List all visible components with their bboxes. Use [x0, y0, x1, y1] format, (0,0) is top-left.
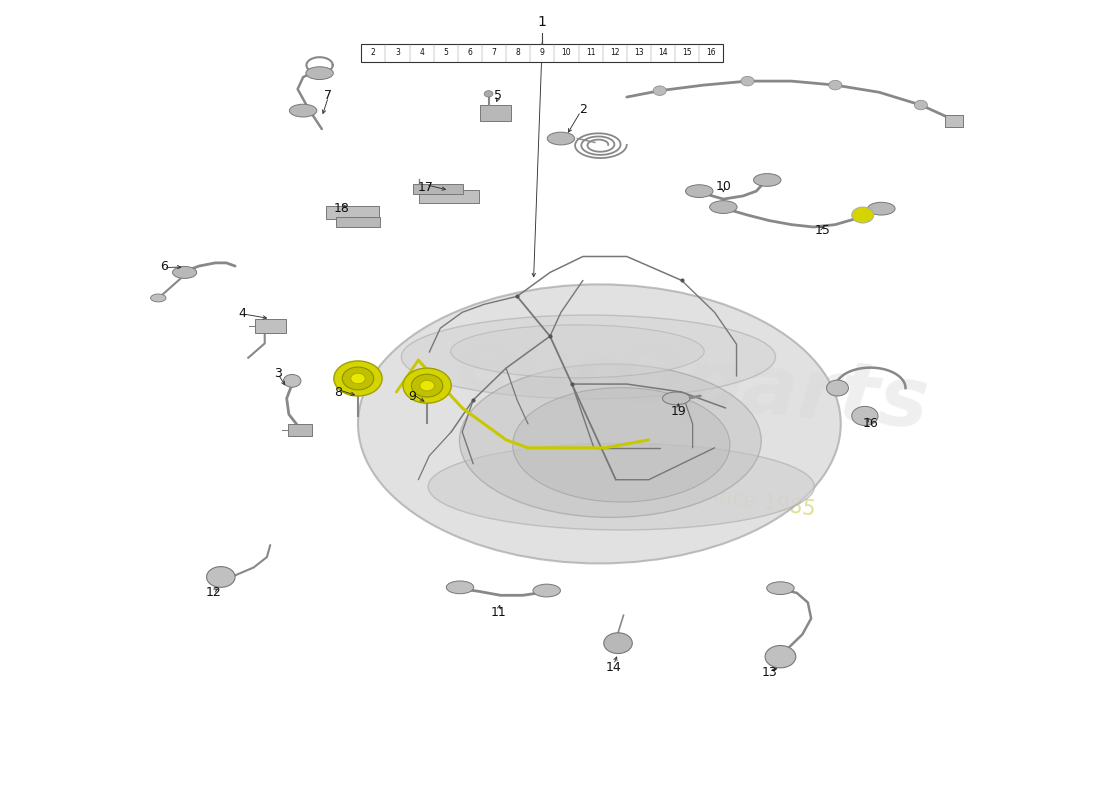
Text: eurOparts: eurOparts — [453, 323, 933, 445]
Text: 15: 15 — [814, 224, 830, 237]
Ellipse shape — [173, 266, 197, 278]
Circle shape — [851, 406, 878, 426]
Ellipse shape — [428, 443, 814, 530]
Text: 17: 17 — [418, 181, 434, 194]
Circle shape — [411, 374, 443, 397]
Circle shape — [403, 368, 451, 403]
Text: 10: 10 — [562, 48, 571, 58]
Text: 3: 3 — [274, 367, 282, 380]
Circle shape — [828, 80, 842, 90]
Ellipse shape — [358, 285, 840, 563]
Bar — [288, 424, 312, 436]
Ellipse shape — [685, 185, 713, 198]
Text: 18: 18 — [333, 202, 350, 215]
Text: 9: 9 — [540, 48, 544, 58]
Text: 13: 13 — [634, 48, 643, 58]
Ellipse shape — [710, 201, 737, 214]
Bar — [327, 206, 378, 219]
Text: 13: 13 — [761, 666, 778, 679]
Text: a passion for parts since 1985: a passion for parts since 1985 — [503, 456, 817, 519]
Circle shape — [333, 361, 382, 396]
Text: 4: 4 — [239, 307, 246, 321]
Ellipse shape — [289, 104, 317, 117]
Circle shape — [826, 380, 848, 396]
Ellipse shape — [306, 66, 333, 79]
Text: 11: 11 — [586, 48, 595, 58]
Ellipse shape — [513, 388, 730, 502]
Bar — [336, 218, 380, 227]
Text: 6: 6 — [160, 259, 167, 273]
Ellipse shape — [460, 364, 761, 518]
Circle shape — [766, 646, 795, 668]
Text: 19: 19 — [671, 406, 686, 418]
Text: 2: 2 — [579, 102, 587, 115]
Text: 1: 1 — [538, 15, 547, 30]
Circle shape — [342, 367, 374, 390]
Text: 6: 6 — [468, 48, 472, 58]
Text: 3: 3 — [395, 48, 400, 58]
Bar — [255, 318, 286, 333]
Text: 11: 11 — [491, 606, 506, 618]
Ellipse shape — [402, 315, 776, 399]
Circle shape — [420, 380, 434, 391]
Bar — [361, 44, 724, 62]
Text: 15: 15 — [682, 48, 692, 58]
Text: 8: 8 — [334, 386, 342, 398]
Circle shape — [207, 566, 235, 587]
Ellipse shape — [868, 202, 895, 215]
Ellipse shape — [534, 584, 560, 597]
Text: 10: 10 — [715, 180, 732, 193]
Circle shape — [914, 100, 927, 110]
Ellipse shape — [151, 294, 166, 302]
Text: 12: 12 — [610, 48, 619, 58]
Text: 14: 14 — [658, 48, 668, 58]
Circle shape — [284, 374, 301, 387]
Text: 7: 7 — [492, 48, 496, 58]
Ellipse shape — [548, 132, 574, 145]
Circle shape — [604, 633, 632, 654]
Text: 8: 8 — [516, 48, 520, 58]
Text: 7: 7 — [324, 89, 332, 102]
Circle shape — [351, 374, 365, 384]
Text: 5: 5 — [494, 89, 503, 102]
Bar — [419, 190, 480, 203]
Text: 2: 2 — [371, 48, 376, 58]
Text: 14: 14 — [606, 661, 621, 674]
Ellipse shape — [662, 392, 690, 405]
Ellipse shape — [754, 174, 781, 186]
Text: 5: 5 — [443, 48, 448, 58]
Text: 12: 12 — [206, 586, 221, 599]
Text: 9: 9 — [408, 390, 416, 402]
Bar — [945, 114, 962, 127]
Text: 16: 16 — [706, 48, 716, 58]
Ellipse shape — [447, 581, 474, 594]
Circle shape — [741, 76, 755, 86]
Text: 16: 16 — [862, 418, 878, 430]
Text: 4: 4 — [419, 48, 425, 58]
Bar — [480, 105, 510, 121]
Ellipse shape — [767, 582, 794, 594]
Ellipse shape — [451, 325, 704, 378]
Circle shape — [484, 90, 493, 97]
Circle shape — [851, 207, 873, 223]
Circle shape — [653, 86, 667, 95]
Bar — [414, 184, 463, 194]
